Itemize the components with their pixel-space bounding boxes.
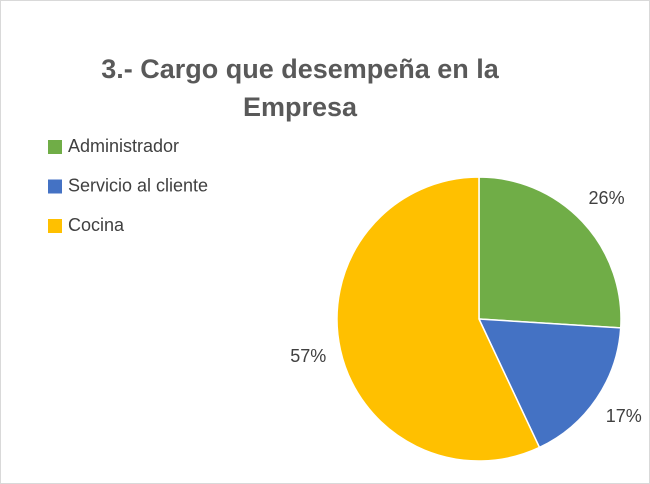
legend-label: Servicio al cliente — [68, 175, 208, 195]
pie-slice — [336, 176, 541, 462]
pie-slice — [477, 318, 622, 449]
legend-swatch — [48, 179, 62, 194]
data-label: 26% — [589, 188, 625, 208]
pie-slice — [478, 176, 622, 329]
legend-label: Cocina — [68, 215, 125, 235]
data-label: 17% — [606, 406, 642, 426]
legend-swatch — [48, 219, 62, 233]
data-label: 57% — [290, 346, 326, 366]
legend-swatch — [48, 140, 62, 154]
legend-label: Administrador — [68, 136, 179, 156]
chart-title: 3.- Cargo que desempeña en la Empresa — [101, 54, 499, 122]
